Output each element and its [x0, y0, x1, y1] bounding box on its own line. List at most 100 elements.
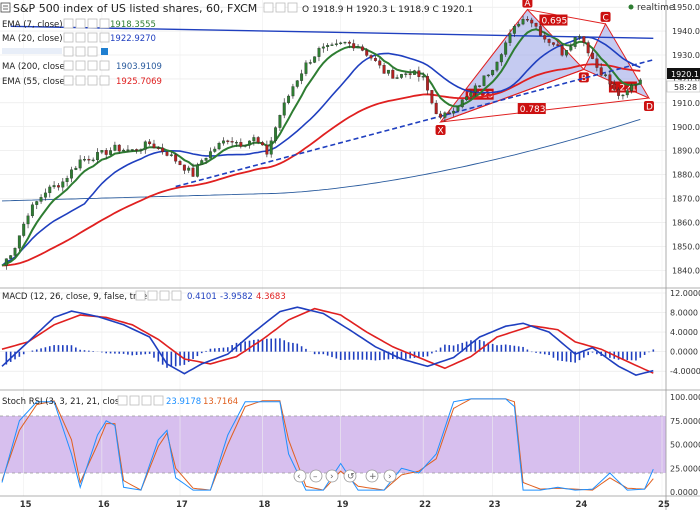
candle-body — [534, 22, 538, 27]
candle-body — [625, 90, 629, 96]
candle-body — [573, 37, 577, 47]
candle-body — [278, 115, 282, 128]
navigation-controls[interactable]: ‹ – › ↺ + › — [293, 469, 397, 483]
pattern-ratio-badge — [608, 81, 637, 93]
ema55-line — [1, 63, 641, 267]
price-tick-label: 1870.0 — [672, 195, 700, 204]
time-tick-label: 16 — [98, 500, 110, 510]
legend-row-ema55[interactable]: EMA (55, close) 1925.7069 — [2, 75, 162, 87]
legend-controls[interactable] — [63, 46, 108, 57]
legend-controls[interactable] — [117, 395, 164, 406]
candle-body — [13, 248, 17, 256]
candle-body — [491, 70, 495, 76]
candle-body — [504, 42, 508, 55]
svg-text:‹: ‹ — [297, 472, 301, 482]
legend-row-ma200[interactable]: MA (200, close) 1903.9109 — [2, 60, 162, 72]
candle-body — [204, 157, 208, 161]
svg-text:1918.3555: 1918.3555 — [110, 20, 156, 30]
time-tick-label: 17 — [176, 500, 188, 510]
candle-body — [48, 186, 52, 194]
svg-text:MACD (12, 26, close, 9, false,: MACD (12, 26, close, 9, false, true) — [2, 292, 150, 302]
svg-text:1925.7069: 1925.7069 — [116, 77, 162, 87]
candle-body — [52, 185, 56, 188]
candle-body — [195, 164, 199, 177]
header: S&P 500 index of US listed shares, 60, F… — [0, 2, 675, 15]
macd-signal-line — [1, 307, 654, 374]
ma200-line — [1, 118, 641, 202]
legend-controls[interactable] — [135, 290, 182, 301]
candle-body — [104, 150, 108, 155]
candle-body — [565, 50, 568, 56]
candle-body — [4, 258, 8, 266]
stoch-k-line — [1, 398, 654, 491]
menu-icon[interactable] — [0, 2, 11, 13]
ema7-line — [1, 28, 641, 267]
pattern-point-label: B — [581, 74, 587, 84]
price-tick-label: 1930.0 — [672, 51, 700, 60]
legend: EMA (7, close) 1918.3555 MA (20, close) … — [2, 18, 162, 87]
candle-body — [578, 36, 581, 38]
candle-body — [538, 26, 542, 36]
candle-body — [74, 167, 78, 170]
time-tick-label: 18 — [259, 500, 271, 510]
candle-body — [122, 149, 126, 152]
pattern-point-badge — [643, 101, 654, 112]
candle-body — [261, 142, 264, 146]
candle-body — [469, 91, 473, 97]
candle-body — [525, 19, 529, 21]
visibility-icon[interactable] — [101, 48, 108, 55]
candle-body — [343, 41, 347, 44]
candle-body — [417, 70, 421, 77]
legend-row-ema7[interactable]: EMA (7, close) 1918.3555 — [2, 18, 156, 30]
title-controls[interactable] — [263, 2, 298, 13]
candle-body — [404, 73, 408, 75]
candle-body — [608, 74, 612, 85]
scroll-forward-icon[interactable] — [383, 469, 397, 483]
pattern-ratio-badge — [517, 103, 546, 115]
candle-body — [556, 44, 560, 46]
svg-text:↺: ↺ — [347, 472, 355, 482]
ma20-line — [1, 36, 641, 267]
legend-controls[interactable] — [63, 60, 110, 71]
scroll-right-icon[interactable] — [325, 469, 339, 483]
candle-body — [365, 50, 369, 56]
candle-body — [248, 140, 251, 146]
candle-body — [226, 140, 230, 142]
svg-text:1922.9270: 1922.9270 — [110, 34, 156, 44]
legend-row-ma20[interactable]: MA (20, close) 1922.9270 — [2, 32, 156, 44]
svg-text:+: + — [369, 472, 377, 482]
stoch-rsi-pane — [1, 398, 654, 491]
svg-text:MA (20, close): MA (20, close) — [2, 34, 63, 44]
candle-body — [612, 83, 616, 90]
zoom-out-icon[interactable] — [309, 469, 323, 483]
candle-body — [595, 58, 599, 68]
legend-controls[interactable] — [63, 18, 110, 29]
candle-body — [521, 19, 525, 25]
candle-body — [221, 140, 225, 144]
candle-body — [434, 102, 438, 115]
legend-controls[interactable] — [63, 32, 110, 43]
stoch-tick-label: 100.0000 — [670, 393, 700, 402]
candle-body — [330, 44, 334, 46]
pattern-point-badge — [600, 11, 611, 22]
candle-body — [100, 150, 104, 153]
svg-text:›: › — [330, 472, 334, 482]
pattern-point-badge — [522, 0, 533, 8]
candle-body — [26, 215, 30, 225]
macd-tick-label: 0.0000 — [670, 348, 698, 357]
legend-controls[interactable] — [63, 75, 110, 86]
pattern-xb-line — [440, 68, 585, 123]
candle-body — [130, 149, 134, 151]
candle-body — [378, 60, 382, 66]
time-tick-label: 25 — [658, 500, 670, 510]
reset-icon[interactable] — [343, 469, 357, 483]
scroll-left-icon[interactable] — [293, 469, 307, 483]
zoom-in-icon[interactable] — [365, 469, 379, 483]
candle-body — [560, 45, 564, 56]
candle-body — [109, 150, 113, 155]
legend-row-hidden[interactable] — [2, 46, 108, 57]
candle-body — [313, 56, 317, 63]
candle-body — [512, 26, 516, 34]
candle-body — [256, 137, 260, 143]
